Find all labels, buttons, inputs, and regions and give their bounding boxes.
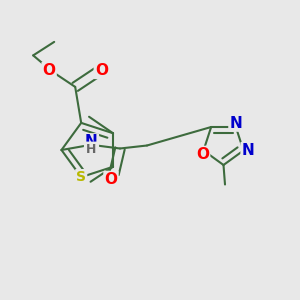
Text: N: N bbox=[230, 116, 242, 130]
Text: S: S bbox=[76, 170, 86, 184]
Text: N: N bbox=[242, 143, 254, 158]
Text: O: O bbox=[196, 147, 209, 162]
Text: O: O bbox=[104, 172, 118, 187]
Text: N: N bbox=[85, 134, 98, 149]
Text: H: H bbox=[86, 142, 97, 156]
Text: O: O bbox=[95, 63, 108, 78]
Text: O: O bbox=[43, 63, 56, 78]
